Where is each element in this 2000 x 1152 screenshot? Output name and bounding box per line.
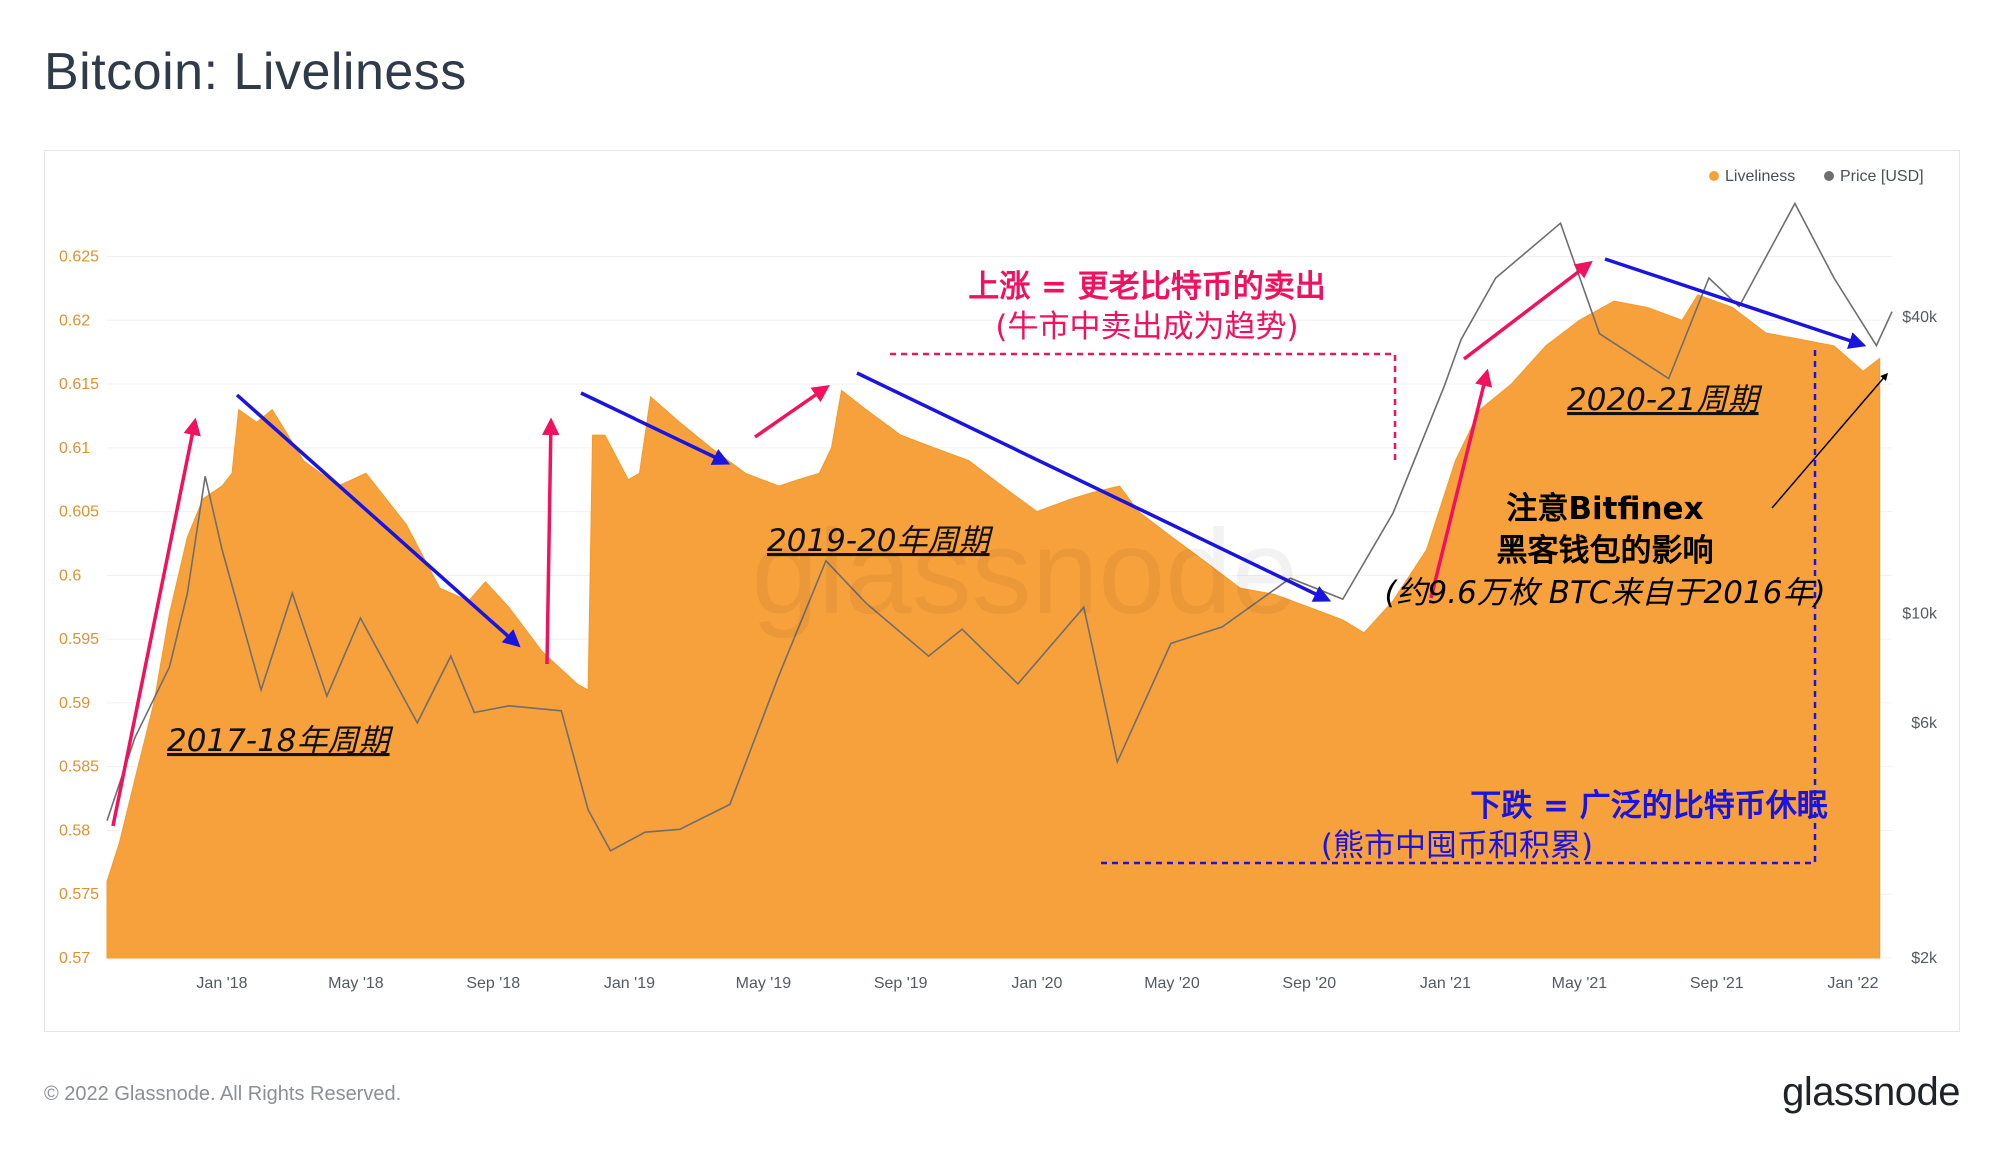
bitfinex-note-line3: (约9.6万枚 BTC来自于2016年) [1384,575,1825,611]
y-right-tick-label: $40k [1902,309,1938,326]
y-axis-right-ticks: $2k $6k $10k $40k [1902,309,1938,967]
x-tick-label: May '20 [1144,975,1200,992]
legend-liveliness-label: Liveliness [1725,168,1795,185]
up-annotation-subtitle: (牛市中卖出成为趋势) [995,309,1298,345]
x-tick-label: Jan '22 [1827,975,1878,992]
y-left-tick-label: 0.62 [59,312,90,329]
y-left-tick-label: 0.57 [59,950,90,967]
legend: Liveliness Price [USD] [1709,168,1924,185]
legend-price-label: Price [USD] [1840,168,1924,185]
y-left-tick-label: 0.605 [59,504,99,521]
x-axis-ticks: Jan '18 May '18 Sep '18 Jan '19 May '19 Sep '… [196,975,1878,992]
x-tick-label: Sep '20 [1282,975,1336,992]
cycle-label-2017-18: 2017-18年周期 [167,723,394,759]
liveliness-area-path [106,294,1881,959]
page-title: Bitcoin: Liveliness [44,43,467,101]
down-annotation-title: 下跌 = 广泛的比特币休眠 [1470,788,1828,824]
up-trend-arrow [1462,260,1593,361]
trend-arrows [111,257,1888,865]
y-left-tick-label: 0.595 [59,631,99,648]
price-line-path [106,201,1893,852]
x-tick-label: Sep '18 [466,975,520,992]
x-tick-label: Jan '20 [1011,975,1062,992]
watermark: glassnode [751,505,1298,639]
cycle-label-2020-21: 2020-21周期 [1567,382,1763,418]
y-left-tick-label: 0.585 [59,759,99,776]
x-tick-label: Jan '18 [196,975,247,992]
up-annotation-title: 上涨 = 更老比特币的卖出 [968,269,1326,305]
x-tick-label: Jan '21 [1420,975,1471,992]
up-dashed-bracket [890,352,1397,464]
y-left-tick-label: 0.575 [59,886,99,903]
y-left-tick-label: 0.625 [59,249,99,266]
y-left-tick-label: 0.61 [59,440,90,457]
y-right-tick-label: $6k [1911,715,1938,732]
y-axis-left-ticks: 0.57 0.575 0.58 0.585 0.59 0.595 0.6 0.605 0.61 0… [59,249,99,967]
up-trend-arrow [754,385,830,439]
legend-price-swatch [1824,171,1834,181]
annotations: 2017-18年周期 2019-20年周期 2020-21周期 上涨 = 更老比特币的… [167,269,1828,864]
x-tick-label: May '19 [736,975,792,992]
down-dashed-bracket [1101,346,1817,865]
y-right-tick-label: $10k [1902,606,1938,623]
down-trend-arrow [235,393,521,648]
liveliness-area [106,294,1881,959]
chart-frame: glassnode 0.57 0.575 0.58 0.585 0.59 0.595 0.6… [44,150,1960,1032]
bitfinex-note-line1: 注意Bitfinex [1506,491,1703,527]
glassnode-logo: glassnode [1782,1070,1960,1114]
down-annotation-subtitle: (熊市中囤币和积累) [1321,828,1593,864]
chart-svg: glassnode 0.57 0.575 0.58 0.585 0.59 0.595 0.6… [59,168,1938,992]
bitfinex-note-line2: 黑客钱包的影响 [1497,533,1714,569]
x-tick-label: May '21 [1552,975,1608,992]
y-left-tick-label: 0.615 [59,376,99,393]
up-trend-arrow [111,417,201,827]
x-tick-label: Jan '19 [604,975,655,992]
y-left-tick-label: 0.58 [59,822,90,839]
up-trend-arrow [1429,368,1493,599]
down-trend-arrow [1604,257,1867,349]
price-line [106,201,1893,852]
x-tick-label: Sep '19 [874,975,928,992]
x-tick-label: May '18 [328,975,384,992]
legend-liveliness-swatch [1709,171,1719,181]
up-trend-arrow [542,417,560,665]
cycle-label-2019-20: 2019-20年周期 [767,523,994,559]
y-right-tick-label: $2k [1911,950,1938,967]
down-trend-arrow [856,371,1332,602]
copyright-text: © 2022 Glassnode. All Rights Reserved. [44,1083,402,1105]
x-tick-label: Sep '21 [1690,975,1744,992]
down-trend-arrow [580,391,731,465]
y-left-tick-label: 0.59 [59,695,90,712]
bitfinex-pointer-arrow [1771,372,1888,509]
y-left-tick-label: 0.6 [59,567,81,584]
